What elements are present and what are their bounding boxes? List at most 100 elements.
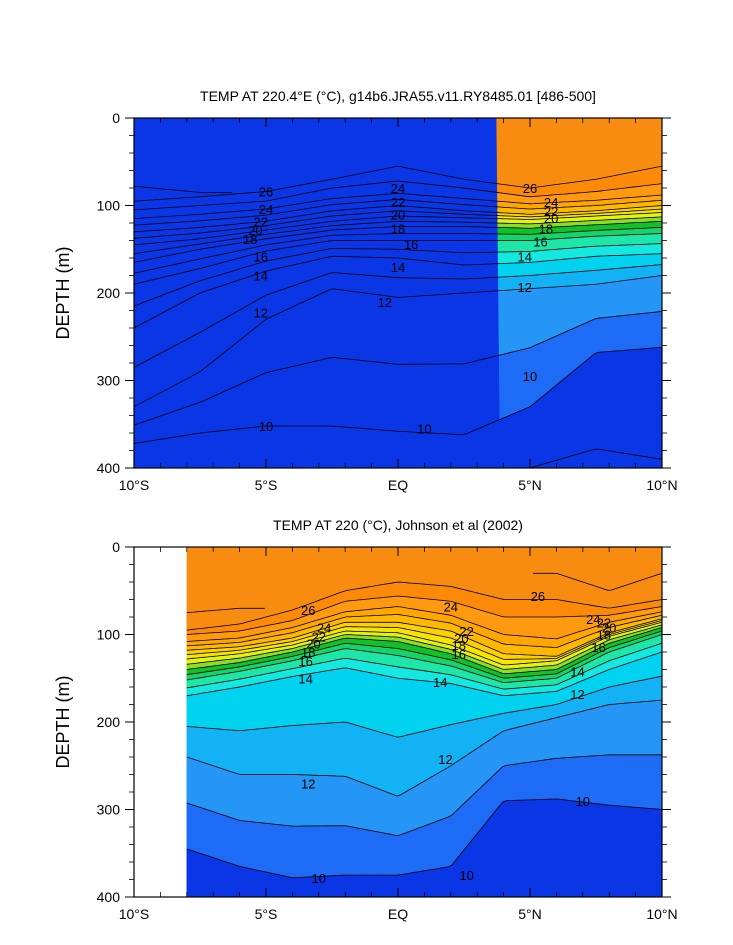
isotherm-line bbox=[186, 613, 662, 648]
x-tick-label: 5°N bbox=[518, 906, 542, 922]
isotherm-label: 22 bbox=[459, 624, 473, 639]
x-tick-label: EQ bbox=[388, 477, 408, 493]
isotherm-line bbox=[533, 572, 662, 591]
y-tick-label: 0 bbox=[112, 110, 120, 126]
y-tick-label: 200 bbox=[97, 285, 121, 301]
isotherm-label: 10 bbox=[312, 871, 326, 886]
panel-title: TEMP AT 220 (°C), Johnson et al (2002) bbox=[273, 517, 523, 533]
isotherm-line bbox=[134, 264, 662, 368]
isotherm-label: 12 bbox=[517, 280, 531, 295]
isotherm-line bbox=[134, 253, 662, 329]
isotherm-label: 20 bbox=[454, 631, 468, 646]
isotherm-label: 16 bbox=[298, 654, 312, 669]
isotherm-lines bbox=[134, 165, 662, 468]
temperature-fills bbox=[134, 118, 662, 468]
isotherm-label: 10 bbox=[259, 419, 273, 434]
isotherm-line bbox=[134, 227, 662, 274]
isotherm-line bbox=[186, 595, 662, 635]
panel-title: TEMP AT 220.4°E (°C), g14b6.JRA55.v11.RY… bbox=[200, 88, 596, 104]
isotherm-label: 16 bbox=[253, 249, 267, 264]
observed-temperature-panel: TEMP AT 220 (°C), Johnson et al (2002) D… bbox=[53, 517, 678, 922]
isotherm-label: 18 bbox=[539, 221, 553, 236]
isotherm-label: 12 bbox=[253, 305, 267, 320]
isotherm-line bbox=[186, 634, 662, 683]
isotherm-label: 14 bbox=[570, 664, 584, 679]
isotherm-line bbox=[186, 620, 662, 660]
isotherm-line bbox=[186, 607, 265, 613]
isotherm-line bbox=[134, 180, 662, 211]
isotherm-label: 18 bbox=[301, 645, 315, 660]
y-tick-label: 400 bbox=[97, 460, 121, 476]
x-tick-label: EQ bbox=[388, 906, 408, 922]
isotherm-label: 26 bbox=[259, 185, 273, 200]
isotherm-label: 20 bbox=[248, 223, 262, 238]
isotherm-label: 16 bbox=[533, 234, 547, 249]
isotherm-line bbox=[134, 220, 662, 263]
isotherm-label: 24 bbox=[544, 195, 558, 210]
axis-ticks: 10°S 5°S EQ 5°N 10°N 0 100 200 300 400 bbox=[97, 110, 678, 493]
isotherm-label: 20 bbox=[544, 211, 558, 226]
x-tick-label: 10°S bbox=[119, 477, 150, 493]
isotherm-label: 24 bbox=[444, 600, 458, 615]
isotherm-line bbox=[186, 675, 662, 738]
isotherm-label: 26 bbox=[531, 589, 545, 604]
isotherm-line bbox=[186, 798, 662, 879]
isotherm-line bbox=[186, 621, 662, 666]
isotherm-line bbox=[186, 581, 662, 631]
y-tick-label: 100 bbox=[97, 198, 121, 214]
x-tick-label: 10°N bbox=[646, 906, 677, 922]
isotherm-line bbox=[134, 198, 662, 226]
isotherm-line bbox=[134, 275, 662, 408]
isotherm-line bbox=[134, 192, 662, 219]
x-tick-label: 5°N bbox=[518, 477, 542, 493]
isotherm-line bbox=[134, 216, 662, 254]
x-tick-label: 5°S bbox=[255, 906, 278, 922]
y-tick-label: 0 bbox=[112, 539, 120, 555]
isotherm-label: 14 bbox=[391, 260, 405, 275]
isotherm-label: 18 bbox=[597, 628, 611, 643]
isotherm-label: 18 bbox=[391, 221, 405, 236]
isotherm-line bbox=[134, 208, 662, 239]
isotherm-label: 22 bbox=[544, 204, 558, 219]
x-tick-label: 10°N bbox=[646, 477, 677, 493]
isotherm-label: 22 bbox=[391, 195, 405, 210]
isotherm-line bbox=[499, 448, 662, 468]
model-temperature-panel: TEMP AT 220.4°E (°C), g14b6.JRA55.v11.RY… bbox=[53, 88, 678, 493]
x-tick-label: 10°S bbox=[119, 906, 150, 922]
temperature-fills bbox=[186, 547, 662, 897]
isotherm-line bbox=[186, 754, 662, 837]
isotherm-label: 24 bbox=[259, 202, 273, 217]
isotherm-labels: 2624222018161412102422201816141210262422… bbox=[243, 181, 558, 437]
isotherm-line bbox=[186, 642, 662, 690]
isotherm-label: 18 bbox=[451, 638, 465, 653]
y-tick-label: 400 bbox=[97, 889, 121, 905]
isotherm-line bbox=[186, 699, 662, 797]
isotherm-label: 12 bbox=[570, 687, 584, 702]
isotherm-label: 12 bbox=[378, 295, 392, 310]
isotherm-line bbox=[134, 311, 662, 426]
isotherm-label: 24 bbox=[391, 181, 405, 196]
isotherm-label: 14 bbox=[517, 249, 531, 264]
isotherm-line bbox=[134, 185, 233, 193]
isotherm-line bbox=[134, 346, 662, 444]
isotherm-label: 12 bbox=[301, 776, 315, 791]
isotherm-line bbox=[186, 630, 662, 679]
y-axis-label: DEPTH (m) bbox=[53, 676, 73, 769]
y-axis-label: DEPTH (m) bbox=[53, 247, 73, 340]
isotherm-label: 20 bbox=[602, 621, 616, 636]
isotherm-label: 10 bbox=[417, 422, 431, 437]
x-tick-label: 5°S bbox=[255, 477, 278, 493]
isotherm-line bbox=[134, 212, 662, 246]
y-tick-label: 100 bbox=[97, 627, 121, 643]
isotherm-label: 18 bbox=[243, 232, 257, 247]
isotherm-line bbox=[134, 243, 662, 307]
isotherm-label: 10 bbox=[576, 794, 590, 809]
isotherm-labels: 2624222018161412102422201816141210262422… bbox=[298, 589, 616, 886]
isotherm-line bbox=[186, 627, 662, 675]
isotherm-label: 14 bbox=[298, 671, 312, 686]
isotherm-label: 16 bbox=[451, 647, 465, 662]
y-tick-label: 300 bbox=[97, 802, 121, 818]
isotherm-line bbox=[186, 606, 662, 642]
isotherm-label: 26 bbox=[523, 181, 537, 196]
